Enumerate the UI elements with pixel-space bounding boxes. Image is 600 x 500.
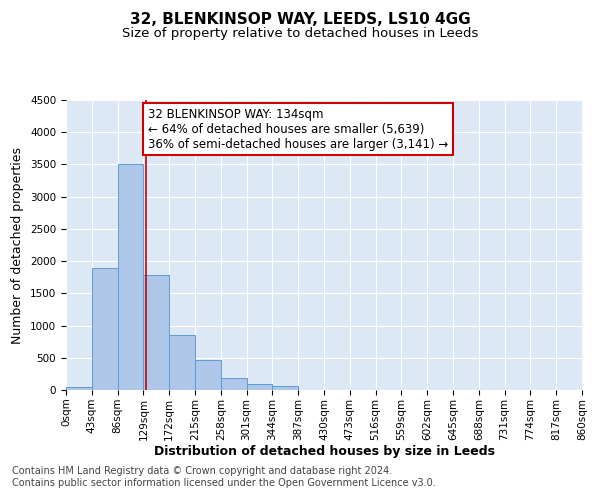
Bar	[169, 334, 195, 390]
Bar	[143, 276, 169, 390]
Text: 32, BLENKINSOP WAY, LEEDS, LS10 4GG: 32, BLENKINSOP WAY, LEEDS, LS10 4GG	[130, 12, 470, 28]
Bar	[92, 268, 118, 390]
Bar	[247, 384, 272, 390]
Text: Contains HM Land Registry data © Crown copyright and database right 2024.
Contai: Contains HM Land Registry data © Crown c…	[12, 466, 436, 487]
Bar	[221, 378, 247, 390]
Bar	[195, 360, 221, 390]
Text: 32 BLENKINSOP WAY: 134sqm
← 64% of detached houses are smaller (5,639)
36% of se: 32 BLENKINSOP WAY: 134sqm ← 64% of detac…	[148, 108, 448, 150]
X-axis label: Distribution of detached houses by size in Leeds: Distribution of detached houses by size …	[154, 446, 494, 458]
Bar	[118, 164, 143, 390]
Bar	[66, 387, 92, 390]
Text: Size of property relative to detached houses in Leeds: Size of property relative to detached ho…	[122, 28, 478, 40]
Y-axis label: Number of detached properties: Number of detached properties	[11, 146, 25, 344]
Bar	[272, 386, 298, 390]
